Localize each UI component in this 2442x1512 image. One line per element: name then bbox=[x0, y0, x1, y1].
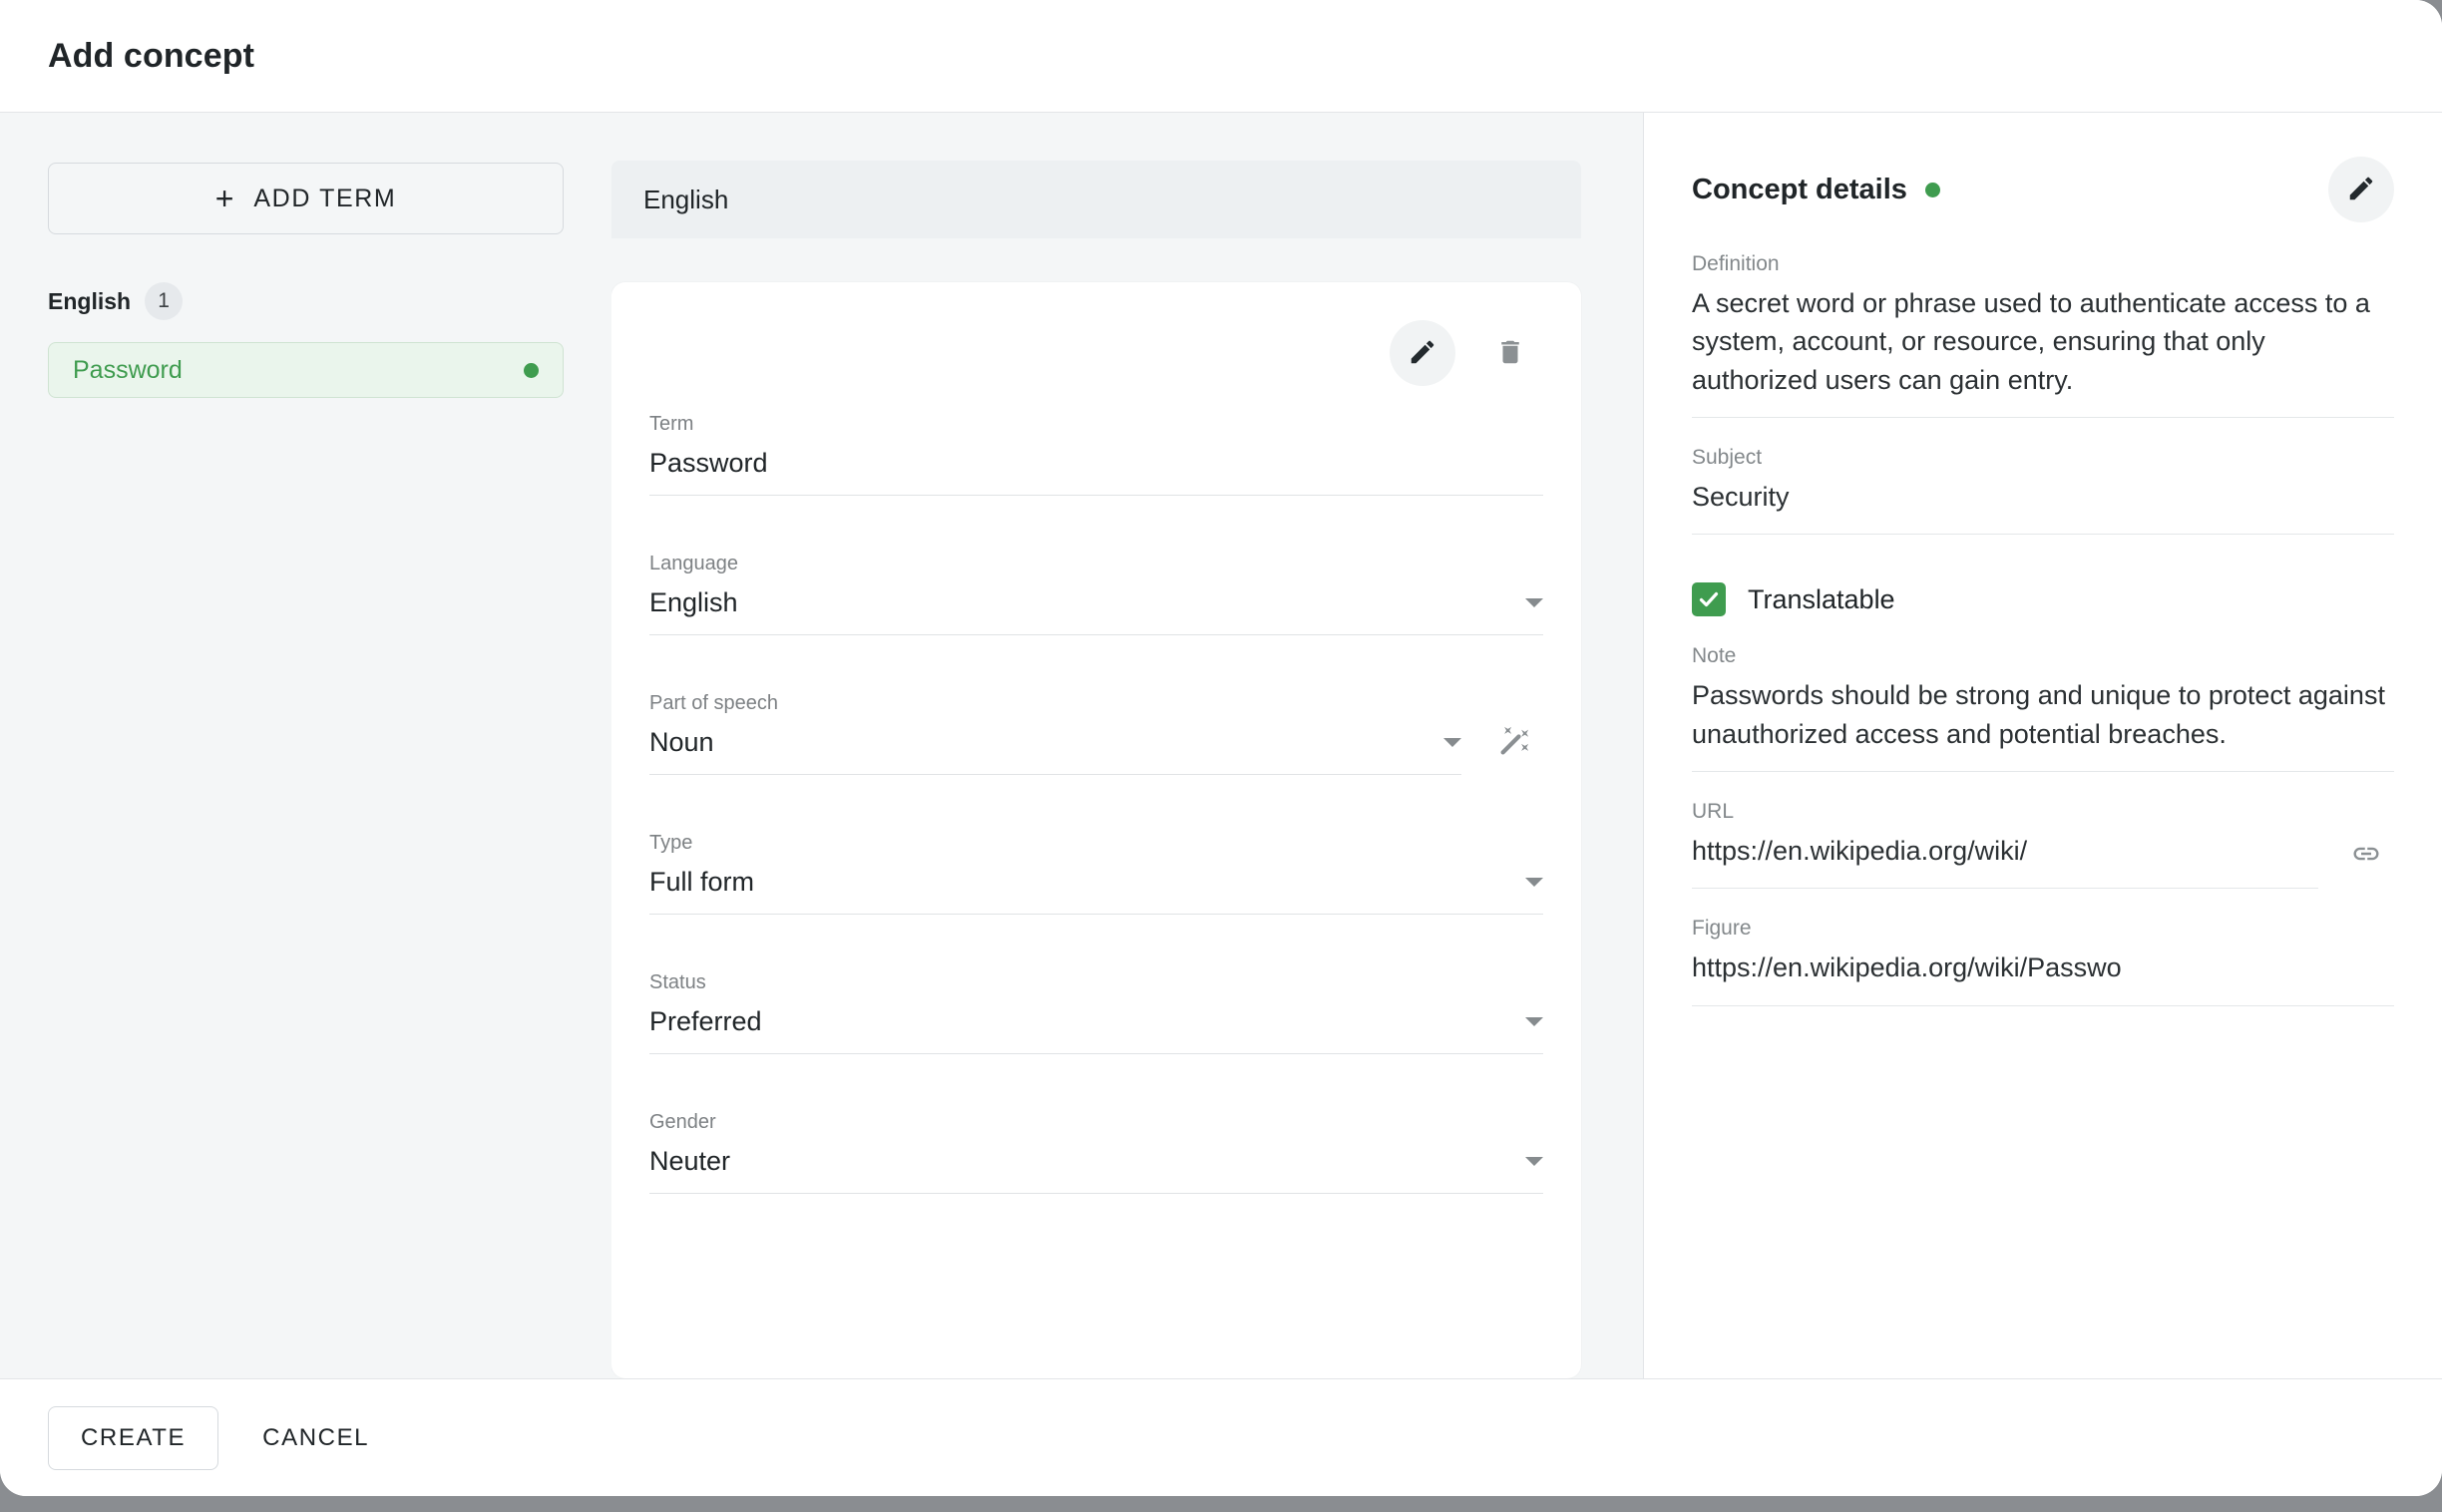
link-icon bbox=[2351, 839, 2381, 872]
field-term-input[interactable]: Password bbox=[649, 448, 1543, 496]
edit-term-button[interactable] bbox=[1390, 320, 1455, 386]
magic-wand-icon bbox=[1497, 724, 1531, 761]
field-term-label: Term bbox=[649, 413, 694, 435]
detail-figure-value[interactable]: https://en.wikipedia.org/wiki/Passwo bbox=[1692, 948, 2394, 1006]
checkbox-checked-icon[interactable] bbox=[1692, 582, 1726, 617]
language-tab-label: English bbox=[643, 184, 729, 214]
cancel-button[interactable]: CANCEL bbox=[236, 1406, 395, 1470]
detail-subject: Subject Security bbox=[1692, 445, 2394, 536]
translatable-checkbox-row[interactable]: Translatable bbox=[1692, 582, 2394, 617]
add-term-button[interactable]: + ADD TERM bbox=[48, 163, 564, 234]
field-part-of-speech-value: Noun bbox=[649, 727, 714, 757]
add-term-label: ADD TERM bbox=[253, 184, 397, 212]
field-status-label: Status bbox=[649, 971, 706, 993]
terms-sidebar: + ADD TERM English 1 Password bbox=[0, 113, 611, 1378]
detail-note: Note Passwords should be strong and uniq… bbox=[1692, 644, 2394, 772]
detail-url-label: URL bbox=[1692, 799, 1735, 823]
page-title: Add concept bbox=[48, 36, 254, 75]
detail-url: URL https://en.wikipedia.org/wiki/ bbox=[1692, 799, 2394, 890]
sidebar-term-label: Password bbox=[73, 355, 183, 384]
term-editor-column: English bbox=[611, 113, 1643, 1378]
chevron-down-icon[interactable] bbox=[1525, 598, 1543, 607]
sidebar-language-group-header: English 1 bbox=[48, 282, 564, 320]
chevron-down-icon[interactable] bbox=[1525, 878, 1543, 887]
open-url-button[interactable] bbox=[2338, 827, 2394, 883]
detail-definition: Definition A secret word or phrase used … bbox=[1692, 252, 2394, 418]
translatable-label: Translatable bbox=[1748, 583, 1895, 614]
field-language-select[interactable]: English bbox=[649, 587, 1543, 635]
detail-figure-label: Figure bbox=[1692, 917, 1752, 941]
detail-note-label: Note bbox=[1692, 644, 1737, 668]
field-status: Status Preferred bbox=[649, 970, 1543, 1054]
detail-subject-label: Subject bbox=[1692, 445, 1763, 469]
field-type: Type Full form bbox=[649, 831, 1543, 915]
field-type-value: Full form bbox=[649, 867, 755, 897]
delete-term-button[interactable] bbox=[1477, 320, 1543, 386]
edit-concept-button[interactable] bbox=[2328, 157, 2394, 222]
field-part-of-speech-select[interactable]: Noun bbox=[649, 727, 1461, 775]
spacer bbox=[649, 915, 1543, 948]
auto-fill-part-of-speech-button[interactable] bbox=[1485, 713, 1543, 771]
pencil-icon bbox=[1408, 337, 1437, 370]
spacer bbox=[649, 1054, 1543, 1088]
term-card-actions bbox=[649, 316, 1543, 390]
create-button[interactable]: CREATE bbox=[48, 1405, 219, 1470]
field-language-label: Language bbox=[649, 553, 738, 574]
chevron-down-icon[interactable] bbox=[1525, 1017, 1543, 1026]
field-gender-label: Gender bbox=[649, 1111, 716, 1133]
concept-details-header: Concept details bbox=[1692, 155, 2394, 224]
sidebar-language-count-badge: 1 bbox=[145, 282, 184, 320]
field-gender: Gender Neuter bbox=[649, 1110, 1543, 1194]
chevron-down-icon[interactable] bbox=[1525, 1157, 1543, 1166]
concept-details-panel: Concept details Definition A secret word… bbox=[1644, 113, 2442, 1378]
field-part-of-speech: Part of speech Noun bbox=[649, 691, 1543, 775]
field-status-select[interactable]: Preferred bbox=[649, 1006, 1543, 1054]
detail-figure: Figure https://en.wikipedia.org/wiki/Pas… bbox=[1692, 917, 2394, 1006]
field-gender-value: Neuter bbox=[649, 1146, 731, 1176]
dialog-body: + ADD TERM English 1 Password English bbox=[0, 113, 2442, 1378]
field-status-value: Preferred bbox=[649, 1006, 762, 1036]
plus-icon: + bbox=[214, 181, 234, 216]
detail-url-value[interactable]: https://en.wikipedia.org/wiki/ bbox=[1692, 832, 2318, 890]
spacer bbox=[649, 496, 1543, 530]
field-type-label: Type bbox=[649, 832, 693, 854]
field-term-value: Password bbox=[649, 448, 768, 478]
field-type-select[interactable]: Full form bbox=[649, 867, 1543, 915]
detail-subject-value[interactable]: Security bbox=[1692, 478, 2394, 536]
field-term: Term Password bbox=[649, 412, 1543, 496]
sidebar-term-item-password[interactable]: Password bbox=[48, 342, 564, 398]
panel-divider bbox=[1643, 113, 1644, 1378]
field-part-of-speech-label: Part of speech bbox=[649, 692, 778, 714]
language-tab-english[interactable]: English bbox=[611, 161, 1581, 238]
detail-note-value[interactable]: Passwords should be strong and unique to… bbox=[1692, 676, 2394, 772]
spacer bbox=[649, 775, 1543, 809]
detail-definition-value[interactable]: A secret word or phrase used to authenti… bbox=[1692, 284, 2394, 418]
term-card: Term Password Language English bbox=[611, 282, 1581, 1378]
spacer bbox=[649, 635, 1543, 669]
green-dot-icon bbox=[1924, 182, 1940, 197]
green-dot-icon bbox=[524, 362, 539, 378]
field-gender-select[interactable]: Neuter bbox=[649, 1146, 1543, 1194]
dialog-header: Add concept bbox=[0, 0, 2442, 113]
field-language-value: English bbox=[649, 587, 738, 617]
dialog-footer: CREATE CANCEL bbox=[0, 1378, 2442, 1496]
chevron-down-icon[interactable] bbox=[1443, 738, 1461, 747]
pencil-icon bbox=[2346, 174, 2376, 206]
concept-details-title: Concept details bbox=[1692, 173, 1907, 205]
detail-definition-label: Definition bbox=[1692, 252, 1780, 275]
field-language: Language English bbox=[649, 552, 1543, 635]
trash-icon bbox=[1495, 337, 1525, 370]
sidebar-language-name: English bbox=[48, 287, 132, 314]
